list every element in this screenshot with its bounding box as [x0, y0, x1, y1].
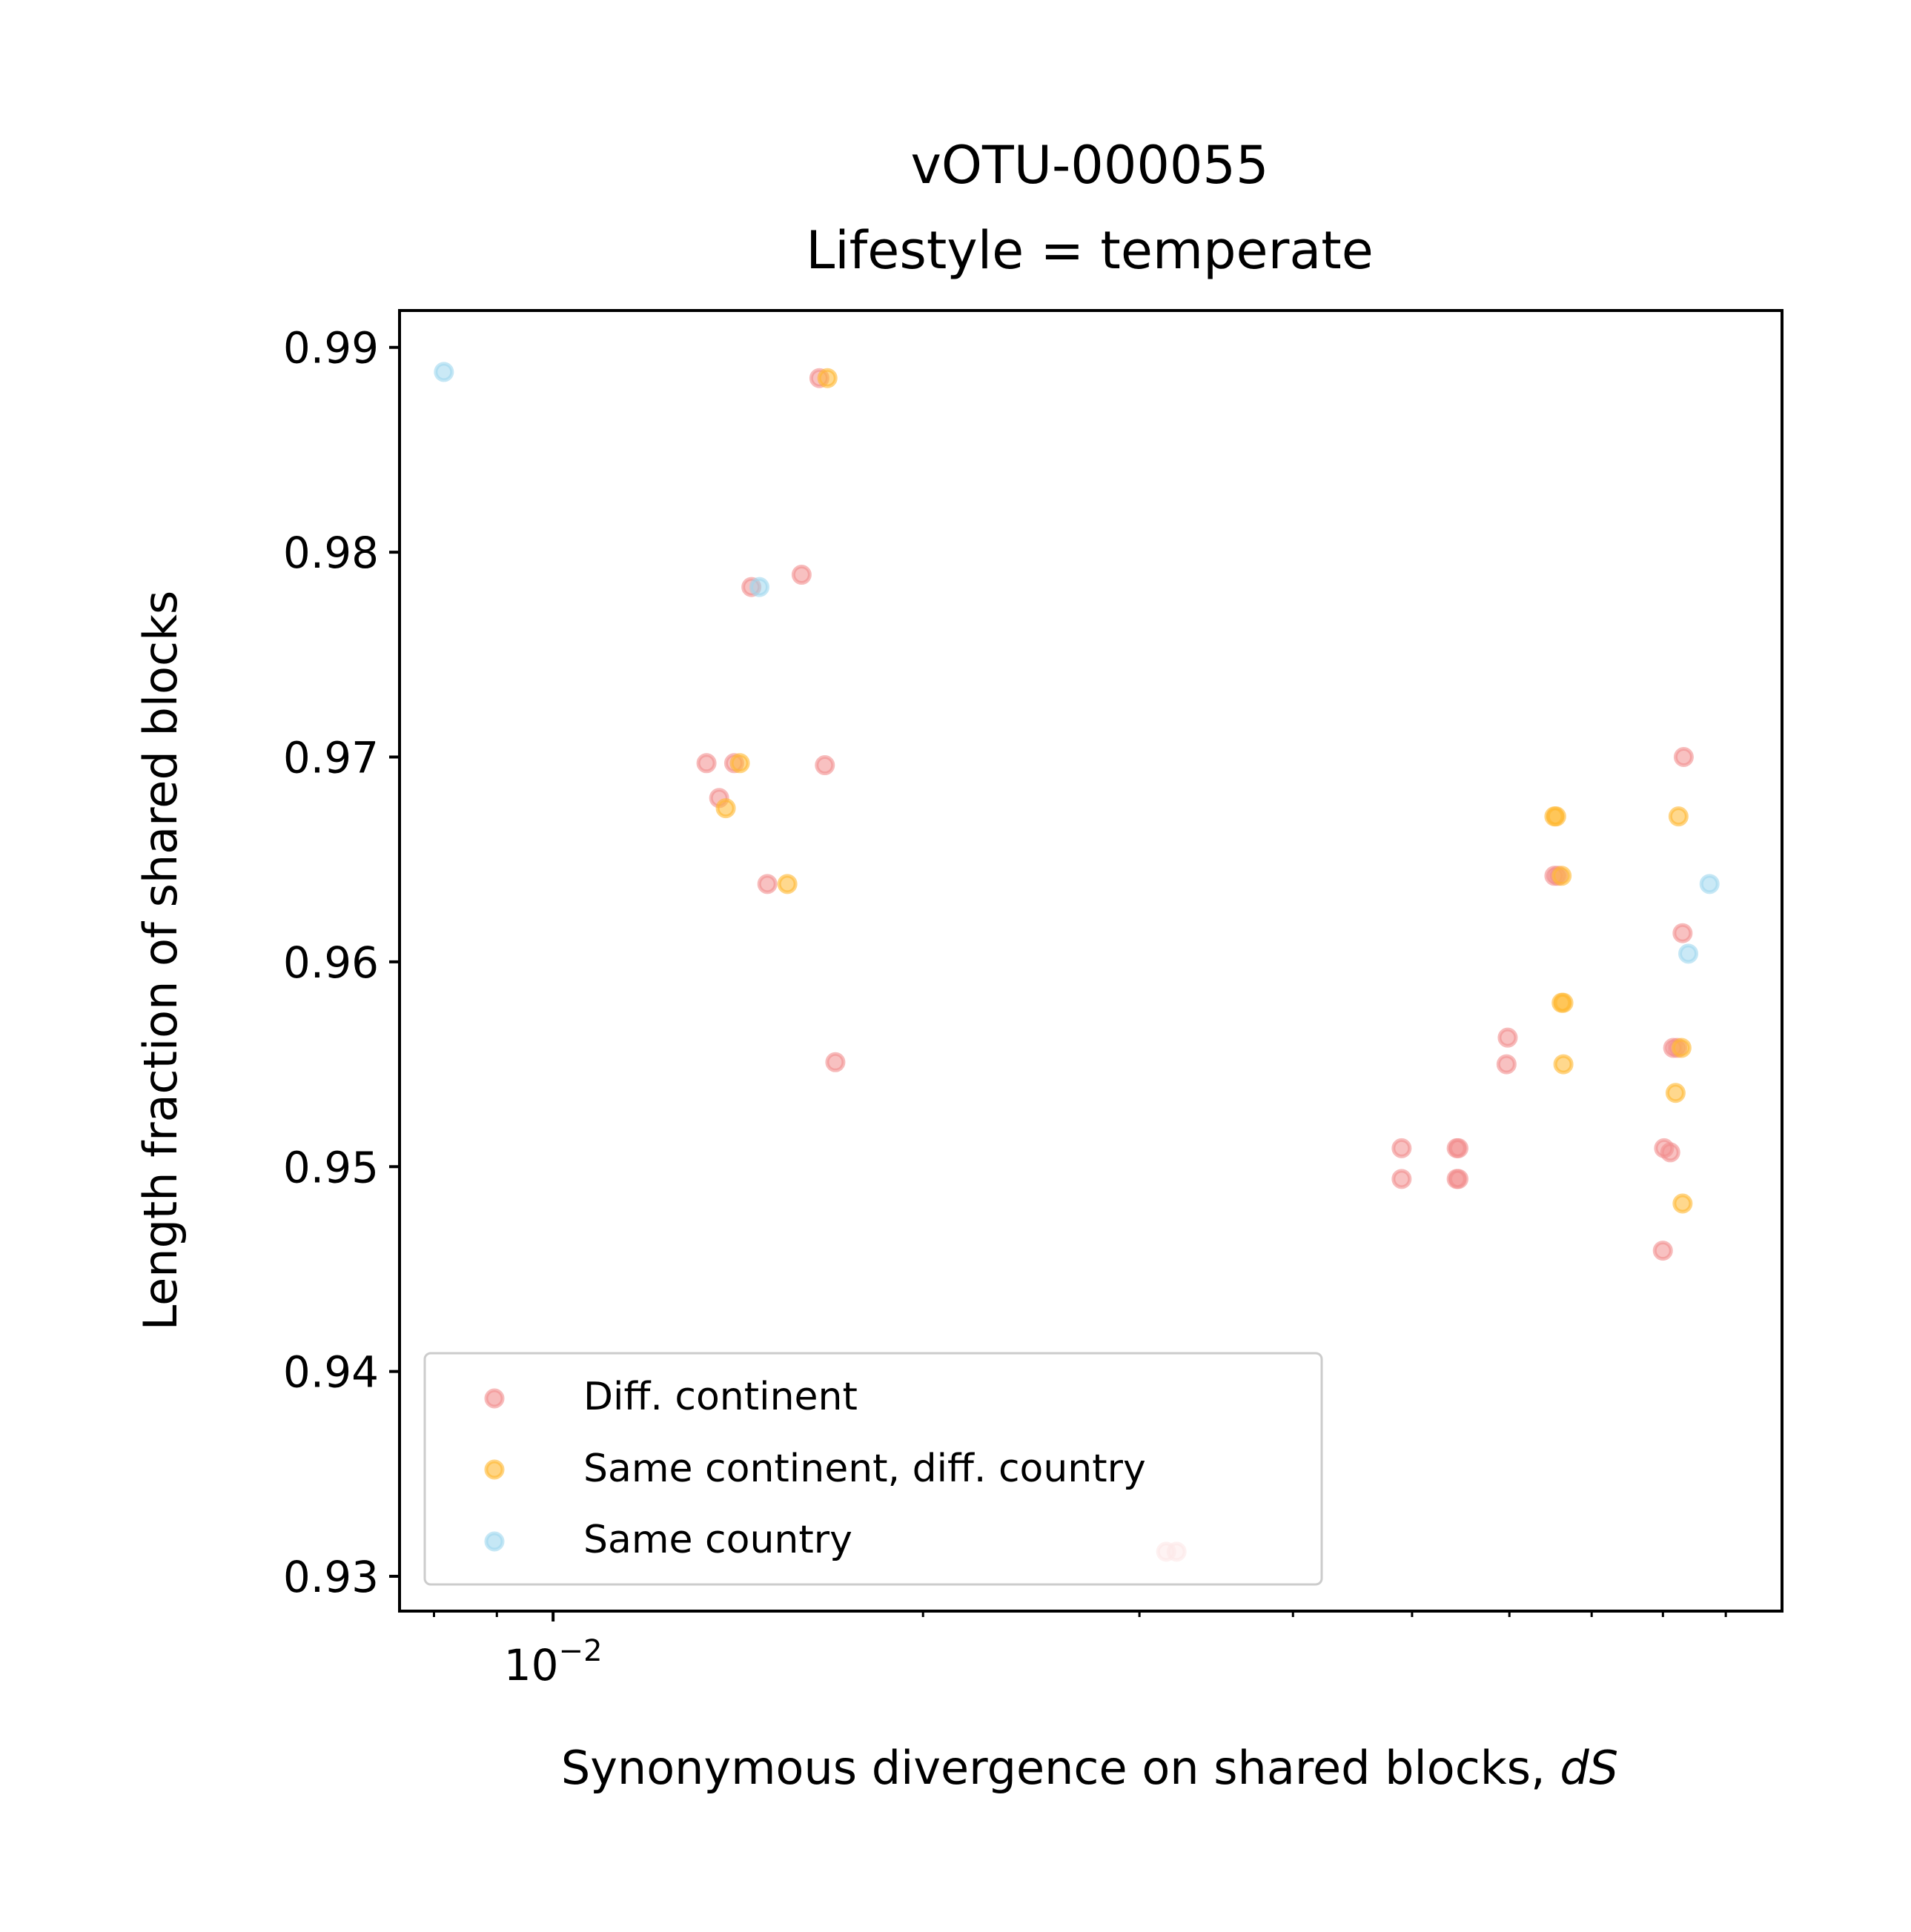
- data-point-series-0: [791, 565, 812, 585]
- x-tick-base: 10: [504, 1640, 559, 1690]
- x-tick-exponent: −2: [559, 1634, 603, 1668]
- data-point-series-0: [1497, 1027, 1518, 1048]
- y-tick-label: 0.99: [283, 323, 379, 374]
- plot-frame: [398, 309, 1784, 1613]
- data-point-series-0: [757, 874, 778, 894]
- y-tick-label: 0.98: [283, 528, 379, 578]
- data-point-series-2: [1678, 943, 1699, 964]
- y-tick-label: 0.95: [283, 1142, 379, 1192]
- data-point-series-0: [1652, 1241, 1673, 1261]
- x-tick-label: 10−2: [504, 1634, 603, 1690]
- data-points: [434, 362, 1720, 1562]
- data-point-series-1: [1665, 1083, 1686, 1103]
- legend-marker-same-country: [484, 1531, 505, 1552]
- data-point-series-1: [777, 874, 798, 894]
- x-axis-label: Synonymous divergence on shared blocks, …: [561, 1741, 1618, 1795]
- data-point-series-1: [1553, 1054, 1574, 1075]
- data-point-series-1: [1671, 1038, 1692, 1058]
- data-point-series-0: [815, 755, 835, 776]
- data-point-series-0: [1496, 1054, 1517, 1075]
- y-tick-label: 0.97: [283, 733, 379, 783]
- data-point-series-0: [1391, 1169, 1412, 1189]
- data-point-series-1: [1546, 806, 1566, 827]
- data-point-series-2: [434, 362, 454, 382]
- data-point-series-0: [1391, 1138, 1412, 1158]
- data-point-series-1: [1672, 1193, 1693, 1214]
- x-axis-label-text: Synonymous divergence on shared blocks,: [561, 1741, 1560, 1795]
- data-point-series-1: [715, 798, 736, 819]
- legend-marker-diff-continent: [484, 1388, 505, 1409]
- chart-title: vOTU-000055: [911, 135, 1269, 196]
- data-point-series-1: [817, 368, 838, 388]
- legend-box: [423, 1352, 1323, 1586]
- y-axis-label: Length fraction of shared blocks: [133, 591, 188, 1331]
- data-point-series-2: [749, 577, 770, 597]
- data-point-series-0: [825, 1052, 846, 1072]
- y-tick-label: 0.96: [283, 937, 379, 988]
- y-tick-label: 0.93: [283, 1552, 379, 1602]
- legend-label-same-continent: Same continent, diff. country: [583, 1447, 1146, 1491]
- chart-subtitle: Lifestyle = temperate: [806, 220, 1374, 281]
- legend-label-same-country: Same country: [583, 1518, 852, 1562]
- y-tick-label: 0.94: [283, 1347, 379, 1398]
- data-point-series-0: [1672, 923, 1693, 943]
- x-axis-label-symbol: dS: [1560, 1741, 1618, 1795]
- data-point-series-2: [1699, 874, 1720, 894]
- legend-marker-same-continent: [484, 1459, 505, 1480]
- data-point-series-0: [1660, 1142, 1680, 1163]
- data-point-series-0: [1448, 1169, 1469, 1189]
- data-point-series-0: [1673, 747, 1694, 768]
- y-axis-ticks: 0.93 0.94 0.95 0.96 0.97 0.98 0.99: [283, 323, 400, 1602]
- data-point-series-1: [1551, 866, 1572, 886]
- legend: Diff. continent Same continent, diff. co…: [423, 1352, 1323, 1586]
- legend-label-diff-continent: Diff. continent: [583, 1375, 858, 1419]
- data-point-series-0: [696, 753, 717, 774]
- data-point-series-1: [1553, 992, 1574, 1013]
- data-point-series-1: [729, 753, 750, 774]
- x-axis-ticks: 10−2: [432, 1611, 1727, 1690]
- data-point-series-1: [1668, 806, 1689, 827]
- data-point-series-0: [1448, 1138, 1469, 1158]
